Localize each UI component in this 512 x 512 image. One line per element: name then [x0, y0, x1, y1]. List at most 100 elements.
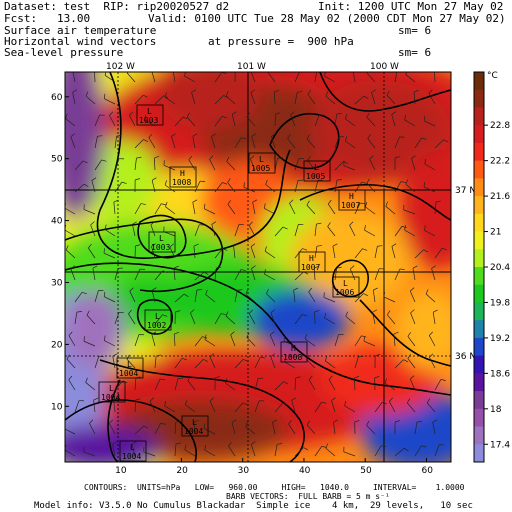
- wind-barb: [93, 397, 99, 413]
- wind-barb: [423, 115, 436, 127]
- wind-barb: [434, 379, 446, 391]
- pressure-level-label: at pressure = 900 hPa: [208, 35, 354, 48]
- wind-barb: [274, 381, 289, 391]
- wind-barb: [374, 445, 387, 457]
- wind-barb: [173, 331, 180, 347]
- wind-barb: [70, 133, 76, 149]
- wind-barb: [269, 331, 276, 347]
- wind-barb: [394, 359, 409, 369]
- lat-label: 36 N: [455, 352, 476, 362]
- wind-barb: [214, 266, 222, 281]
- wind-barb: [314, 114, 325, 127]
- wind-barb: [264, 269, 276, 281]
- wind-barb: [294, 91, 303, 105]
- wind-barb: [323, 292, 336, 303]
- wind-barb: [308, 287, 316, 303]
- pressure-center-value: 1008: [283, 353, 302, 362]
- wind-barb: [91, 177, 97, 193]
- wind-barb: [246, 112, 256, 127]
- wind-barb: [227, 178, 236, 193]
- wind-barb: [331, 397, 336, 413]
- wind-barb: [211, 221, 217, 237]
- colorbar: 22.8 22.2 21.6 21 20.4 19.8 19.2 18.6 18 17.4: [473, 71, 510, 463]
- colorbar-label: 19.2: [490, 334, 510, 344]
- colorbar-swatch: [474, 284, 484, 303]
- wind-barb: [354, 419, 360, 435]
- isobar: [107, 379, 121, 462]
- wind-barb: [134, 425, 149, 435]
- wind-barb: [114, 158, 125, 171]
- wind-barb: [294, 376, 301, 391]
- wind-barb: [404, 225, 416, 237]
- wind-barb: [234, 224, 244, 237]
- wind-barb: [387, 310, 396, 325]
- wind-barb: [306, 200, 316, 215]
- colorbar-swatch: [474, 391, 484, 410]
- wind-barb: [92, 265, 98, 281]
- wind-barb: [131, 441, 137, 457]
- wind-barb: [204, 444, 216, 457]
- wind-barb: [344, 114, 356, 127]
- wind-barb: [151, 331, 157, 347]
- wind-barb: [314, 179, 323, 193]
- field-label-wind: Horizontal wind vectors: [4, 35, 157, 48]
- wind-barb: [134, 334, 144, 347]
- wind-barb: [68, 375, 76, 391]
- pressure-center-value: 1003: [151, 243, 170, 252]
- pressure-center-value: 1005: [306, 172, 325, 181]
- wind-barb: [288, 419, 296, 435]
- wind-barb: [394, 225, 407, 237]
- wind-barb: [394, 420, 400, 435]
- wind-barb: [173, 265, 179, 281]
- pressure-center-value: 1007: [301, 263, 320, 272]
- wind-barb: [214, 376, 220, 391]
- isobar: [136, 299, 173, 335]
- wind-barb: [334, 266, 342, 281]
- wind-barb: [374, 375, 380, 391]
- wind-barb: [164, 92, 176, 105]
- wind-barb: [211, 133, 216, 149]
- map-frame: [64, 71, 452, 463]
- wind-barb: [405, 179, 416, 193]
- isobar: [65, 218, 224, 293]
- wind-barb: [354, 356, 364, 369]
- wind-barb: [294, 179, 304, 193]
- wind-barb: [432, 309, 438, 325]
- wind-barb: [194, 289, 202, 303]
- wind-barb: [164, 400, 176, 413]
- wind-barb: [149, 397, 156, 413]
- wind-barb: [74, 400, 84, 413]
- colorbar-label: 22.2: [490, 157, 510, 167]
- wind-barb: [367, 134, 376, 149]
- wind-barb: [148, 133, 156, 149]
- wind-barb: [233, 243, 239, 259]
- wind-barb: [74, 291, 87, 303]
- wind-barb: [88, 243, 96, 259]
- wind-barb: [194, 180, 206, 193]
- wind-barb: [214, 182, 228, 193]
- valid-time-label: Valid: 0100 UTC Tue 28 May 02 (2000 CDT …: [148, 12, 506, 25]
- wind-barb: [134, 156, 142, 171]
- wind-barb: [426, 398, 436, 413]
- pressure-center-value: 1007: [341, 201, 360, 210]
- wind-barb: [90, 221, 96, 237]
- x-tick-label: 30: [238, 466, 250, 476]
- wind-barb: [234, 402, 248, 413]
- wind-barb: [394, 156, 400, 171]
- wind-barb: [103, 335, 116, 347]
- x-tick-label: 20: [176, 466, 188, 476]
- wind-barb: [325, 91, 336, 105]
- wind-barb: [404, 114, 416, 127]
- wind-barb: [391, 243, 397, 259]
- wind-barb: [385, 201, 396, 215]
- pressure-center-type: H: [180, 169, 185, 178]
- wind-barb: [134, 139, 149, 149]
- smoothing-label-1: sm= 6: [398, 24, 432, 37]
- wind-barb: [314, 222, 322, 237]
